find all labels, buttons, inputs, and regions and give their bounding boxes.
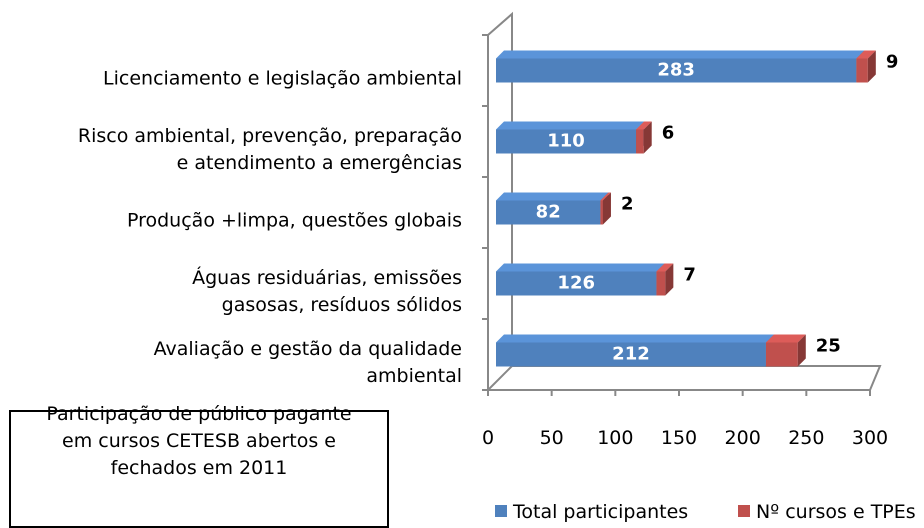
legend-swatch [738, 505, 750, 517]
x-tick-label: 250 [788, 427, 824, 449]
x-tick-label: 0 [482, 427, 494, 449]
bar-top [636, 121, 652, 130]
legend-label: Nº cursos e TPEs [756, 501, 916, 523]
category-label: Risco ambiental, prevenção, preparação e … [78, 125, 462, 174]
value-label: 9 [886, 52, 899, 73]
x-tick-label: 50 [540, 427, 564, 449]
value-label: 2 [621, 194, 634, 215]
x-tick-label: 100 [597, 427, 633, 449]
value-label: 283 [657, 60, 695, 81]
title-box [9, 410, 389, 528]
x-tick-label: 300 [852, 427, 888, 449]
bar-top [656, 263, 674, 272]
value-label: 212 [612, 344, 650, 365]
bar-top [496, 263, 665, 272]
value-label: 25 [816, 336, 841, 357]
bar [496, 342, 766, 367]
bar [496, 271, 657, 296]
bar-side [867, 50, 876, 83]
bar-side [665, 263, 674, 296]
bar-top [496, 334, 774, 343]
bar-side [602, 192, 611, 225]
bar-top [765, 334, 806, 343]
bar [856, 58, 868, 83]
value-label: 6 [662, 123, 675, 144]
x-tick-label: 150 [661, 427, 697, 449]
bar [636, 129, 644, 154]
bar-side [643, 121, 652, 154]
x-tick-label: 200 [725, 427, 761, 449]
category-label: Águas residuárias, emissões gasosas, resí… [192, 266, 462, 316]
bar [600, 200, 603, 225]
bar-top [496, 192, 609, 201]
legend-swatch [495, 505, 507, 517]
bar-side [797, 334, 806, 367]
bar-top [600, 192, 611, 201]
bar [765, 342, 798, 367]
bar [656, 271, 666, 296]
bar [496, 129, 637, 154]
category-label: Produção +limpa, questões globais [127, 209, 462, 231]
value-label: 82 [536, 202, 561, 223]
bar-top [496, 121, 645, 130]
legend-label: Total participantes [512, 501, 688, 523]
bar-top [496, 50, 865, 59]
category-label: Licenciamento e legislação ambiental [103, 67, 462, 89]
chart-title: Participação de público pagante em cursos… [46, 403, 351, 479]
bar [496, 58, 857, 83]
bar-top [856, 50, 876, 59]
value-label: 110 [547, 131, 585, 152]
category-label: Avaliação e gestão da qualidade ambiental [154, 338, 462, 387]
value-label: 126 [557, 273, 595, 294]
value-label: 7 [683, 265, 696, 286]
bar [496, 200, 601, 225]
